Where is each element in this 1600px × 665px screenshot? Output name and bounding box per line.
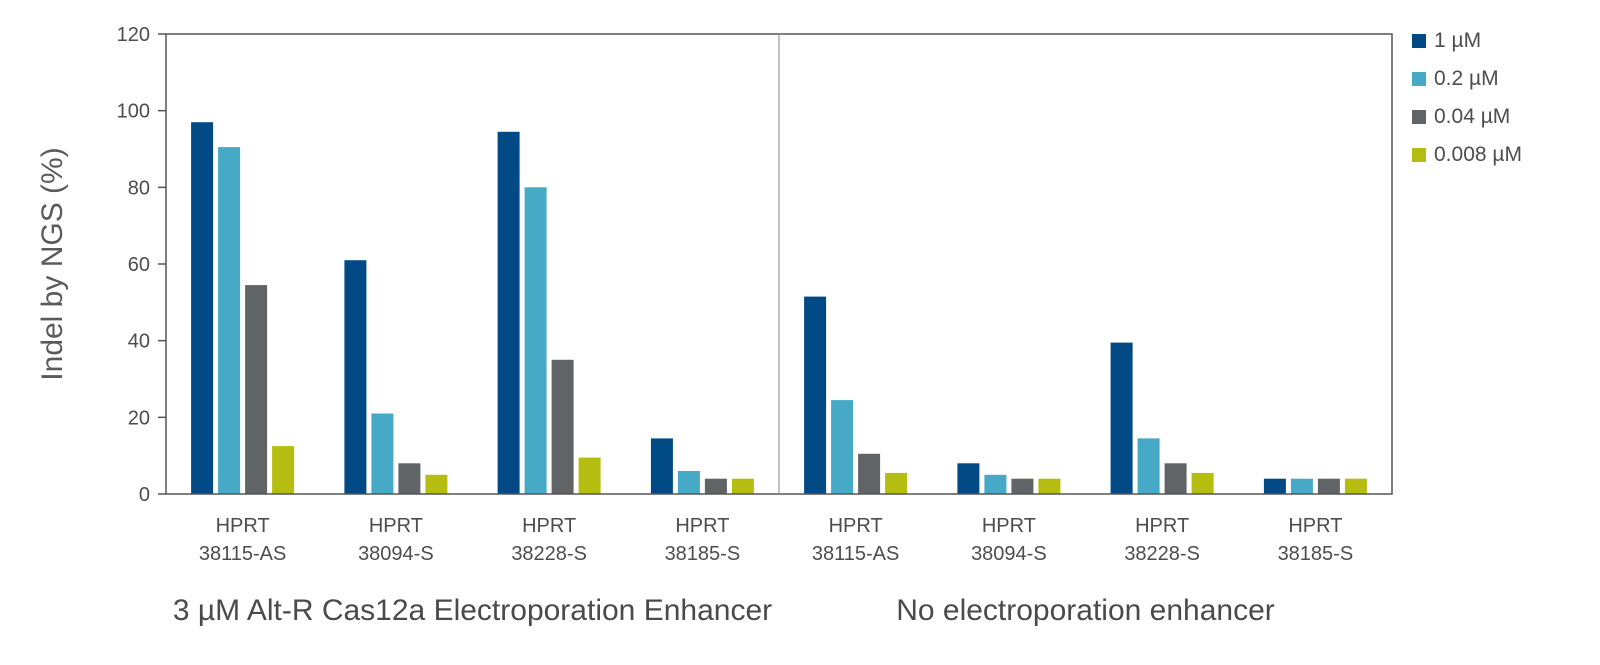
legend-label: 1 µM [1434, 29, 1481, 52]
x-tick-label: HPRT [1288, 515, 1342, 537]
bar [272, 446, 295, 494]
bar [245, 285, 268, 494]
y-tick-label: 100 [117, 101, 150, 123]
legend-swatch [1412, 148, 1426, 162]
x-tick-label: 38228-S [511, 543, 587, 565]
bar [1263, 478, 1286, 494]
x-tick-label: HPRT [216, 515, 270, 537]
x-tick-label: 38094-S [358, 543, 434, 565]
labels-layer: 0 20 40 60 80 100 120 Indel by NGS (%) HPRT 38115… [36, 24, 1353, 627]
x-tick-label: 38185-S [1278, 543, 1354, 565]
bar [425, 474, 448, 494]
x-tick-label: 38185-S [665, 543, 741, 565]
bar [1038, 478, 1061, 494]
bar [1191, 472, 1214, 494]
bar [371, 413, 394, 494]
bar [1317, 478, 1340, 494]
group-label: No electroporation enhancer [896, 594, 1275, 627]
bar [551, 359, 574, 494]
bar [677, 471, 700, 494]
bar [344, 260, 367, 494]
legend-swatch [1412, 72, 1426, 86]
group-label: 3 µM Alt-R Cas12a Electroporation Enhanc… [173, 594, 772, 627]
x-tick-label: HPRT [1135, 515, 1189, 537]
x-tick-label: HPRT [982, 515, 1036, 537]
legend-swatch [1412, 34, 1426, 48]
y-axis-title: Indel by NGS (%) [36, 147, 69, 380]
y-tick-label: 20 [128, 407, 150, 429]
bar [704, 478, 727, 494]
x-tick-label: HPRT [829, 515, 883, 537]
x-tick-label: 38115-AS [812, 543, 899, 565]
x-tick-label: HPRT [522, 515, 576, 537]
bar [578, 457, 601, 494]
x-tick-label: 38094-S [971, 543, 1047, 565]
legend: 1 µM 0.2 µM 0.04 µM 0.008 µM [1412, 29, 1522, 166]
legend-swatch [1412, 110, 1426, 124]
axes-layer [158, 33, 1393, 495]
bar [191, 122, 214, 494]
bar [731, 478, 754, 494]
bar [1344, 478, 1367, 494]
bar [218, 147, 241, 494]
bar [1011, 478, 1034, 494]
bar [1164, 463, 1187, 494]
x-tick-label: 38115-AS [199, 543, 286, 565]
bar [858, 453, 881, 495]
legend-label: 0.008 µM [1434, 143, 1522, 166]
bar [1290, 478, 1313, 494]
bar [804, 296, 827, 494]
bar [524, 187, 547, 495]
bar [497, 131, 520, 495]
bar [1137, 438, 1160, 494]
x-tick-label: HPRT [369, 515, 423, 537]
x-tick-label: 38228-S [1124, 543, 1200, 565]
bar [831, 400, 854, 494]
x-tick-label: HPRT [675, 515, 729, 537]
bar [885, 472, 908, 494]
y-tick-label: 80 [128, 177, 150, 199]
y-tick-label: 40 [128, 331, 150, 353]
bar [398, 463, 421, 494]
legend-label: 0.2 µM [1434, 67, 1499, 90]
bar [1110, 342, 1133, 494]
bar [984, 474, 1007, 494]
bar [650, 438, 673, 494]
bar [957, 463, 980, 494]
legend-label: 0.04 µM [1434, 105, 1510, 128]
y-tick-label: 120 [117, 24, 150, 46]
y-tick-label: 0 [139, 484, 150, 506]
y-tick-label: 60 [128, 254, 150, 276]
bars-layer [191, 122, 1367, 495]
